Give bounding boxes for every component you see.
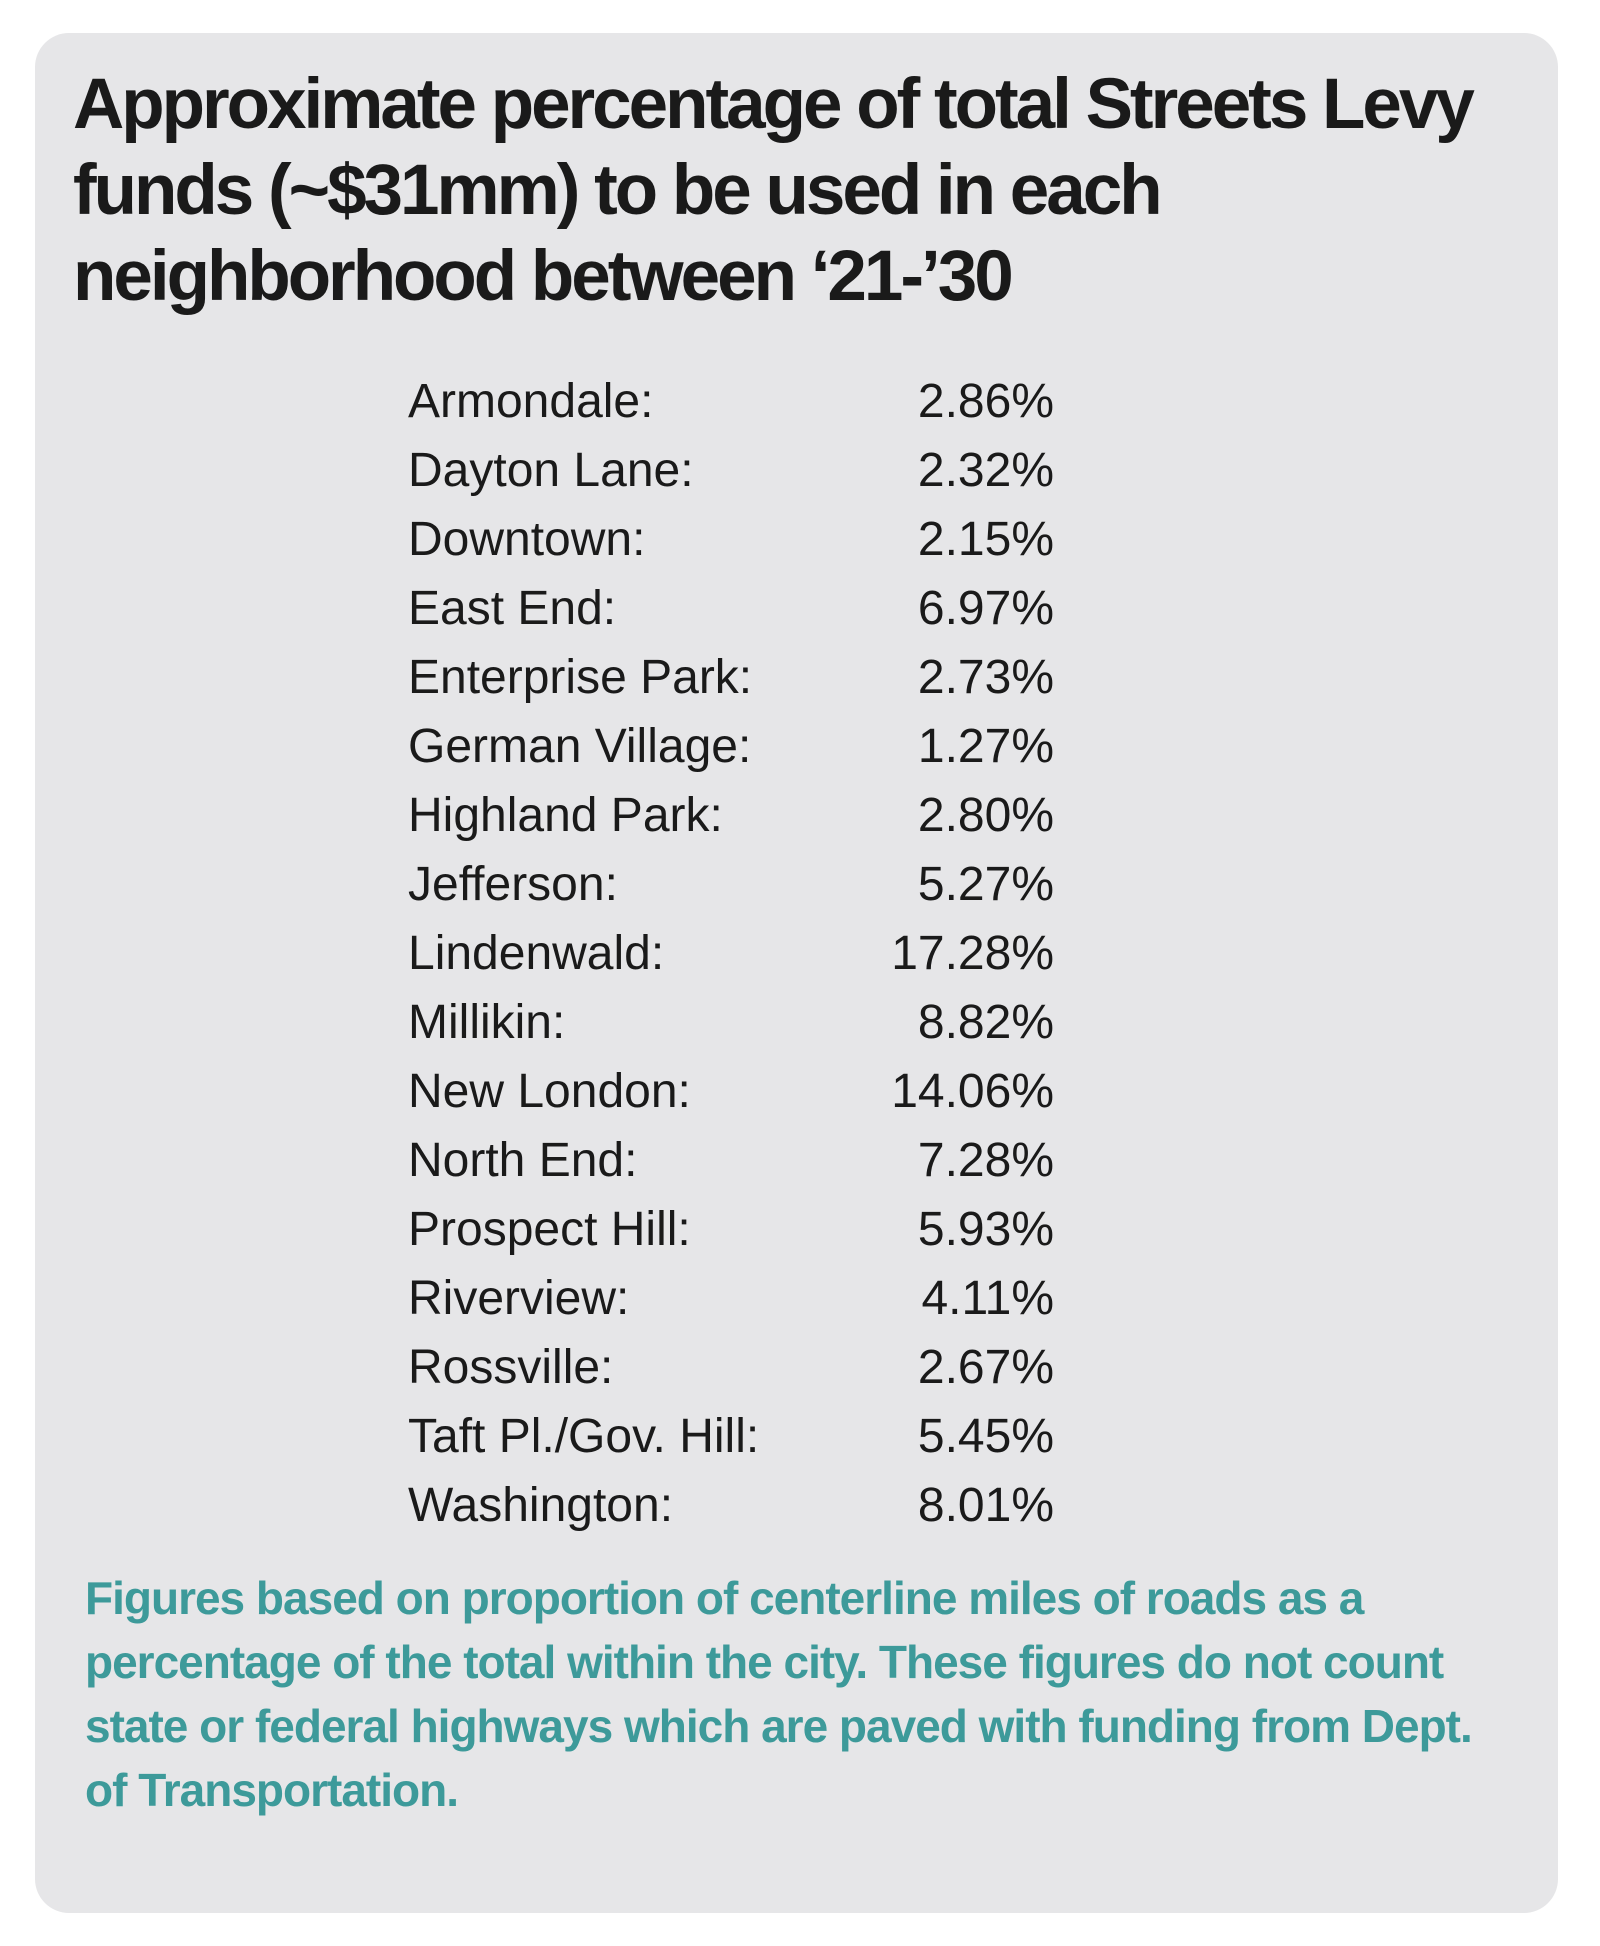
card-title: Approximate percentage of total Streets … xyxy=(73,65,1475,316)
neighborhood-name: Prospect Hill: xyxy=(408,1203,691,1256)
neighborhood-percent: 17.28% xyxy=(891,927,1054,980)
list-item: Taft Pl./Gov. Hill: 5.45% xyxy=(408,1402,1058,1471)
neighborhood-name: Highland Park: xyxy=(408,789,723,842)
neighborhood-name: Dayton Lane: xyxy=(408,444,694,497)
neighborhood-percent: 7.28% xyxy=(917,1134,1054,1187)
list-item: Riverview: 4.11% xyxy=(408,1264,1058,1333)
neighborhood-percent: 2.32% xyxy=(917,444,1054,497)
neighborhood-name: Downtown: xyxy=(408,513,646,566)
list-item: New London: 14.06% xyxy=(408,1057,1058,1126)
neighborhood-percent: 5.93% xyxy=(917,1203,1054,1256)
neighborhood-name: Millikin: xyxy=(408,996,566,1049)
neighborhood-name: Riverview: xyxy=(408,1272,630,1325)
neighborhood-percent: 5.45% xyxy=(917,1410,1054,1463)
footnote: Figures based on proportion of centerlin… xyxy=(85,1572,1473,1816)
list-item: Jefferson: 5.27% xyxy=(408,850,1058,919)
neighborhood-name: Taft Pl./Gov. Hill: xyxy=(408,1410,760,1463)
list-item: German Village: 1.27% xyxy=(408,712,1058,781)
list-item: Downtown: 2.15% xyxy=(408,505,1058,574)
neighborhood-percent: 5.27% xyxy=(917,858,1054,911)
neighborhood-name: Washington: xyxy=(408,1479,674,1532)
list-item: Washington: 8.01% xyxy=(408,1471,1058,1540)
neighborhood-percent: 8.82% xyxy=(917,996,1054,1049)
neighborhood-name: Lindenwald: xyxy=(408,927,665,980)
list-item: Enterprise Park: 2.73% xyxy=(408,643,1058,712)
neighborhood-percent: 8.01% xyxy=(917,1479,1054,1532)
neighborhood-percent: 6.97% xyxy=(917,582,1054,635)
list-item: Prospect Hill: 5.93% xyxy=(408,1195,1058,1264)
list-item: East End: 6.97% xyxy=(408,574,1058,643)
list-item: Highland Park: 2.80% xyxy=(408,781,1058,850)
list-item: Armondale: 2.86% xyxy=(408,367,1058,436)
neighborhood-percent: 14.06% xyxy=(891,1065,1054,1118)
neighborhood-percent: 2.73% xyxy=(917,651,1054,704)
neighborhood-name: German Village: xyxy=(408,720,752,773)
neighborhood-name: East End: xyxy=(408,582,617,635)
neighborhood-percent: 1.27% xyxy=(917,720,1054,773)
neighborhood-percent: 2.86% xyxy=(917,375,1054,428)
neighborhood-name: Enterprise Park: xyxy=(408,651,753,704)
list-item: Lindenwald: 17.28% xyxy=(408,919,1058,988)
neighborhood-percent: 2.15% xyxy=(917,513,1054,566)
neighborhood-percent: 2.67% xyxy=(917,1341,1054,1394)
neighborhood-name: Jefferson: xyxy=(408,858,618,911)
list-item: Millikin: 8.82% xyxy=(408,988,1058,1057)
neighborhood-name: New London: xyxy=(408,1065,691,1118)
info-card xyxy=(35,33,1558,1913)
list-item: North End: 7.28% xyxy=(408,1126,1058,1195)
neighborhood-name: Armondale: xyxy=(408,375,654,428)
neighborhood-name: North End: xyxy=(408,1134,638,1187)
neighborhood-percent-list: Armondale: 2.86% Dayton Lane: 2.32% Downto… xyxy=(408,367,1058,1540)
neighborhood-percent: 2.80% xyxy=(917,789,1054,842)
list-item: Rossville: 2.67% xyxy=(408,1333,1058,1402)
neighborhood-percent: 4.11% xyxy=(921,1272,1054,1325)
list-item: Dayton Lane: 2.32% xyxy=(408,436,1058,505)
neighborhood-name: Rossville: xyxy=(408,1341,614,1394)
